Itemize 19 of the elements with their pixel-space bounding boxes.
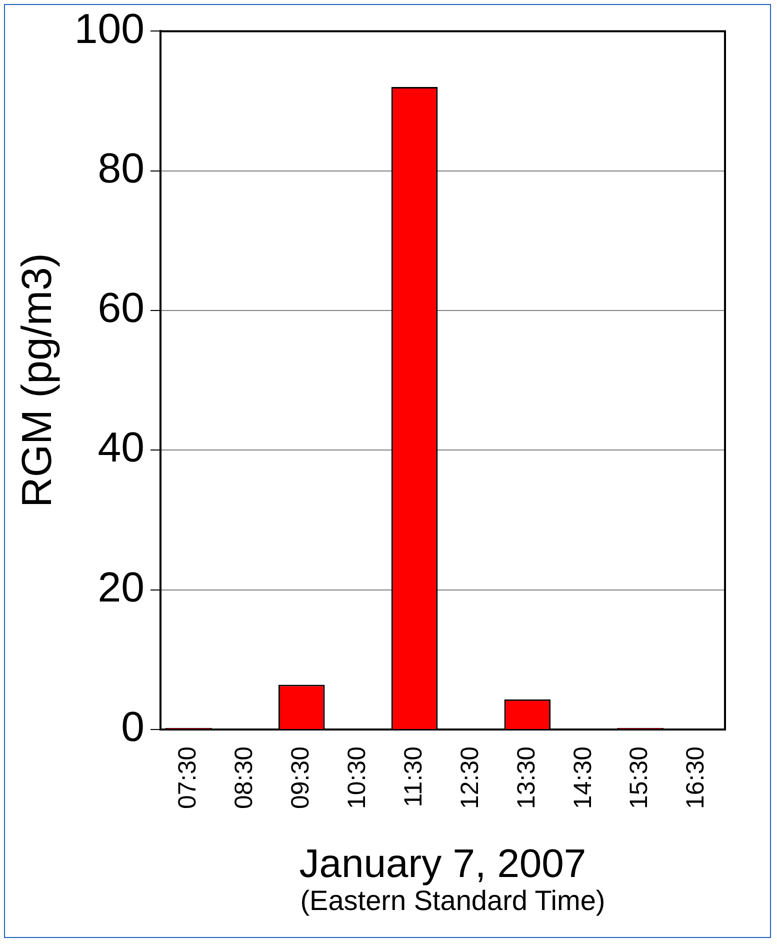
x-axis-title: January 7, 2007	[299, 842, 586, 886]
x-tick-label: 09:30	[286, 746, 314, 809]
y-tick-label: 20	[98, 563, 144, 610]
y-tick-label: 0	[121, 703, 144, 750]
x-tick-label: 12:30	[456, 746, 484, 809]
x-tick-label: 14:30	[568, 746, 597, 809]
text: (Eastern Standard Time)	[300, 885, 606, 916]
y-tick-label: 60	[98, 284, 144, 332]
x-tick-label: 10:30	[342, 746, 371, 809]
y-tick-label: 40	[98, 424, 144, 471]
x-tick-label: 07:30	[174, 746, 202, 809]
x-tick-label: 08:30	[230, 746, 258, 809]
x-tick-label: 11:30	[399, 746, 428, 808]
y-tick-label: 80	[98, 144, 144, 192]
x-tick-label: 16:30	[682, 746, 710, 809]
y-tick-label: 100	[74, 4, 144, 52]
x-tick-label: 13:30	[512, 746, 540, 809]
y-axis-title: RGM (pg/m3)	[12, 253, 60, 508]
x-tick-label: 15:30	[625, 746, 654, 809]
